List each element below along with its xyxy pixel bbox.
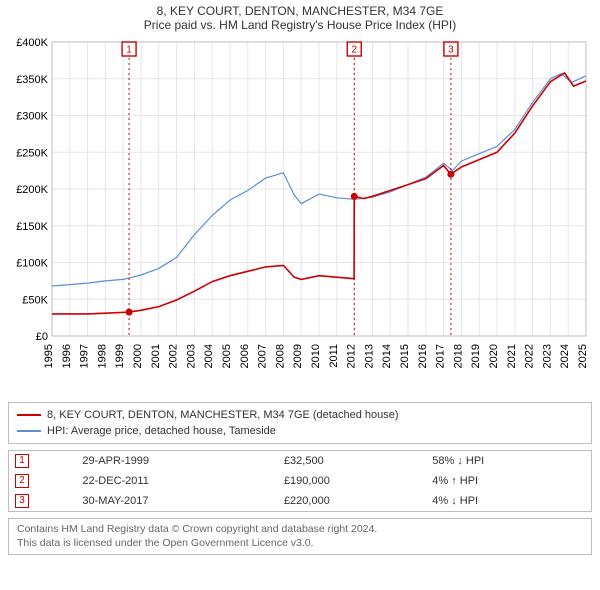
svg-text:2016: 2016 (417, 344, 429, 368)
svg-text:2023: 2023 (541, 344, 553, 368)
title-sub: Price paid vs. HM Land Registry's House … (0, 18, 600, 32)
event-price: £32,500 (278, 451, 426, 472)
svg-text:1999: 1999 (114, 344, 126, 368)
svg-text:1997: 1997 (79, 344, 91, 368)
svg-text:2014: 2014 (381, 344, 393, 368)
price-chart: £0 £50K £100K £150K £200K £250K £300K £350K £400… (8, 36, 592, 396)
svg-text:2018: 2018 (452, 344, 464, 368)
svg-text:2017: 2017 (435, 344, 447, 368)
event-delta: 4% ↓ HPI (426, 491, 591, 512)
svg-text:1998: 1998 (96, 344, 108, 368)
svg-text:2008: 2008 (274, 344, 286, 368)
event-date: 29-APR-1999 (76, 451, 278, 472)
svg-text:2019: 2019 (470, 344, 482, 368)
svg-text:£50K: £50K (22, 294, 48, 306)
event-price: £220,000 (278, 491, 426, 512)
svg-text:1995: 1995 (43, 344, 55, 368)
svg-text:2015: 2015 (399, 344, 411, 368)
event-badge: 2 (15, 474, 29, 488)
event-marker-num: 3 (448, 45, 454, 56)
svg-text:2007: 2007 (257, 344, 269, 368)
event-date: 30-MAY-2017 (76, 491, 278, 512)
event-badge: 3 (15, 494, 29, 508)
event-marker-dot (447, 171, 454, 178)
svg-text:2009: 2009 (292, 344, 304, 368)
svg-text:2002: 2002 (168, 344, 180, 368)
svg-text:£150K: £150K (16, 221, 48, 233)
svg-text:£200K: £200K (16, 184, 48, 196)
svg-text:2020: 2020 (488, 344, 500, 368)
event-date: 22-DEC-2011 (76, 471, 278, 491)
svg-text:2024: 2024 (559, 344, 571, 368)
svg-text:2004: 2004 (203, 344, 215, 368)
svg-text:2005: 2005 (221, 344, 233, 368)
svg-text:£350K: £350K (16, 74, 48, 86)
legend: 8, KEY COURT, DENTON, MANCHESTER, M34 7G… (8, 402, 592, 444)
events-table: 1 29-APR-1999 £32,500 58% ↓ HPI 2 22-DEC… (8, 450, 592, 512)
svg-text:2010: 2010 (310, 344, 322, 368)
legend-swatch (17, 430, 41, 432)
event-delta: 58% ↓ HPI (426, 451, 591, 472)
svg-text:2006: 2006 (239, 344, 251, 368)
svg-text:£300K: £300K (16, 111, 48, 123)
title-main: 8, KEY COURT, DENTON, MANCHESTER, M34 7G… (0, 4, 600, 18)
attribution-line: Contains HM Land Registry data © Crown c… (17, 523, 583, 537)
svg-text:£0: £0 (36, 331, 48, 343)
event-price: £190,000 (278, 471, 426, 491)
svg-text:2001: 2001 (150, 344, 162, 368)
legend-item-property: 8, KEY COURT, DENTON, MANCHESTER, M34 7G… (17, 407, 583, 423)
event-row: 2 22-DEC-2011 £190,000 4% ↑ HPI (9, 471, 592, 491)
event-badge: 1 (15, 454, 29, 468)
event-delta: 4% ↑ HPI (426, 471, 591, 491)
event-marker-num: 1 (126, 45, 132, 56)
svg-text:2021: 2021 (506, 344, 518, 368)
event-marker-num: 2 (351, 45, 357, 56)
svg-text:£250K: £250K (16, 147, 48, 159)
attribution: Contains HM Land Registry data © Crown c… (8, 518, 592, 555)
svg-text:2012: 2012 (346, 344, 358, 368)
legend-item-hpi: HPI: Average price, detached house, Tame… (17, 423, 583, 439)
svg-text:2013: 2013 (363, 344, 375, 368)
event-marker-dot (351, 193, 358, 200)
legend-label: HPI: Average price, detached house, Tame… (47, 425, 276, 437)
legend-label: 8, KEY COURT, DENTON, MANCHESTER, M34 7G… (47, 409, 399, 421)
svg-text:1996: 1996 (61, 344, 73, 368)
svg-text:2000: 2000 (132, 344, 144, 368)
svg-text:£400K: £400K (16, 37, 48, 49)
svg-text:2011: 2011 (328, 344, 340, 368)
svg-text:£100K: £100K (16, 258, 48, 270)
event-marker-dot (126, 309, 133, 316)
svg-text:2003: 2003 (185, 344, 197, 368)
chart-titles: 8, KEY COURT, DENTON, MANCHESTER, M34 7G… (0, 0, 600, 32)
event-row: 1 29-APR-1999 £32,500 58% ↓ HPI (9, 451, 592, 472)
svg-text:2022: 2022 (524, 344, 536, 368)
svg-text:2025: 2025 (577, 344, 589, 368)
legend-swatch (17, 414, 41, 416)
attribution-line: This data is licensed under the Open Gov… (17, 537, 583, 551)
chart-area: £0 £50K £100K £150K £200K £250K £300K £350K £400… (8, 36, 592, 396)
event-row: 3 30-MAY-2017 £220,000 4% ↓ HPI (9, 491, 592, 512)
